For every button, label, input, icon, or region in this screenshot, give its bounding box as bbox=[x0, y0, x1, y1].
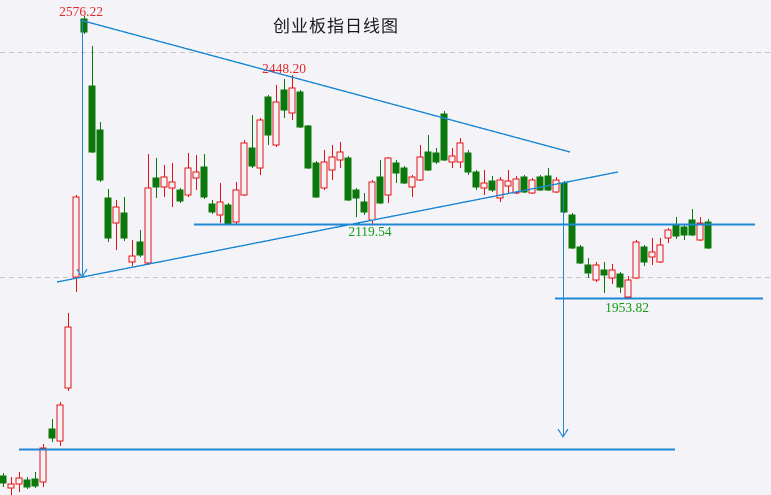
candle-down bbox=[96, 129, 104, 181]
candle-down bbox=[88, 85, 96, 153]
candle-down bbox=[616, 273, 624, 288]
candle-down bbox=[600, 269, 608, 276]
candle-down bbox=[680, 226, 688, 236]
candle-up bbox=[552, 179, 560, 193]
candle-up bbox=[328, 156, 336, 171]
candle-up bbox=[240, 142, 248, 196]
candle-down bbox=[472, 171, 480, 188]
price-label-1953: 1953.82 bbox=[605, 300, 649, 315]
candle-up bbox=[216, 201, 224, 216]
candle-up bbox=[192, 171, 200, 179]
candle-up bbox=[336, 151, 344, 161]
candle-up bbox=[416, 156, 424, 181]
candle-up bbox=[272, 101, 280, 146]
candle-down bbox=[576, 246, 584, 264]
candle-up bbox=[128, 255, 136, 263]
candle-up bbox=[656, 244, 664, 263]
candle-up bbox=[608, 269, 616, 279]
candle-up bbox=[448, 155, 456, 163]
candle-down bbox=[568, 214, 576, 249]
candle-down bbox=[672, 223, 680, 237]
candle-down bbox=[248, 147, 256, 167]
candle-down bbox=[264, 96, 272, 136]
descending-triangle-upper-trendline bbox=[79, 19, 571, 153]
candle-down bbox=[80, 18, 88, 33]
candle-up bbox=[56, 404, 64, 442]
candle-down bbox=[208, 203, 216, 213]
candle-up bbox=[456, 142, 464, 163]
candle-down bbox=[296, 91, 304, 128]
candle-up bbox=[288, 87, 296, 114]
candle-up bbox=[368, 181, 376, 221]
candle-down bbox=[464, 152, 472, 173]
candle-down bbox=[104, 197, 112, 239]
candle-down bbox=[640, 246, 648, 263]
candle-up bbox=[232, 189, 240, 223]
candle-down bbox=[31, 478, 39, 487]
candle-down bbox=[0, 475, 7, 484]
candle-down bbox=[136, 241, 144, 256]
candle-down bbox=[152, 177, 160, 188]
candle-down bbox=[224, 204, 232, 224]
candle-down bbox=[544, 175, 552, 191]
candle-up bbox=[624, 279, 632, 298]
candle-up bbox=[504, 180, 512, 187]
candle-down bbox=[536, 176, 544, 191]
candle-down bbox=[688, 219, 696, 236]
candle-up bbox=[7, 483, 15, 489]
candle-up bbox=[664, 229, 672, 239]
candle-down bbox=[23, 479, 31, 488]
candle-down bbox=[176, 189, 184, 202]
candle-down bbox=[344, 157, 352, 201]
candle-down bbox=[120, 212, 128, 239]
price-label-2576: 2576.22 bbox=[59, 4, 103, 19]
candle-up bbox=[512, 178, 520, 194]
candle-down bbox=[376, 176, 384, 204]
candle-down bbox=[352, 189, 360, 199]
candle-down bbox=[704, 221, 712, 249]
candle-up bbox=[160, 176, 168, 188]
candle-up bbox=[72, 196, 80, 278]
candle-down bbox=[280, 89, 288, 111]
candle-down bbox=[584, 264, 592, 274]
candle-down bbox=[424, 151, 432, 171]
arrow-down-icon bbox=[557, 428, 569, 439]
candle-down bbox=[360, 201, 368, 213]
candle-up bbox=[144, 187, 152, 264]
candle-down bbox=[488, 180, 496, 191]
chart-title: 创业板指日线图 bbox=[273, 17, 399, 36]
candle-up bbox=[64, 326, 72, 389]
price-label-2448: 2448.20 bbox=[262, 61, 306, 76]
candle-up bbox=[39, 447, 47, 483]
candle-up bbox=[528, 179, 536, 194]
price-label-2119: 2119.54 bbox=[348, 224, 392, 239]
candle-up bbox=[696, 222, 704, 241]
candle-down bbox=[400, 167, 408, 184]
candle-up bbox=[256, 119, 264, 169]
candle-up bbox=[632, 241, 640, 279]
candle-up bbox=[496, 179, 504, 199]
candle-up bbox=[648, 251, 656, 258]
candle-up bbox=[112, 206, 120, 224]
ascending-triangle-lower-trendline bbox=[56, 171, 619, 283]
candle-up bbox=[320, 161, 328, 189]
candle-down bbox=[312, 162, 320, 198]
candle-down bbox=[392, 162, 400, 174]
candle-down bbox=[48, 428, 56, 439]
candle-down bbox=[520, 176, 528, 193]
candle-down bbox=[440, 113, 448, 161]
candle-up bbox=[384, 157, 392, 196]
candle-down bbox=[304, 125, 312, 169]
candle-up bbox=[15, 477, 23, 485]
candle-up bbox=[184, 167, 192, 196]
candle-up bbox=[592, 264, 600, 281]
candle-up bbox=[168, 181, 176, 189]
arrow-down-icon bbox=[76, 268, 88, 279]
candle-down bbox=[200, 166, 208, 198]
candle-up bbox=[408, 176, 416, 188]
candle-down bbox=[432, 152, 440, 163]
candle-up bbox=[480, 182, 488, 189]
